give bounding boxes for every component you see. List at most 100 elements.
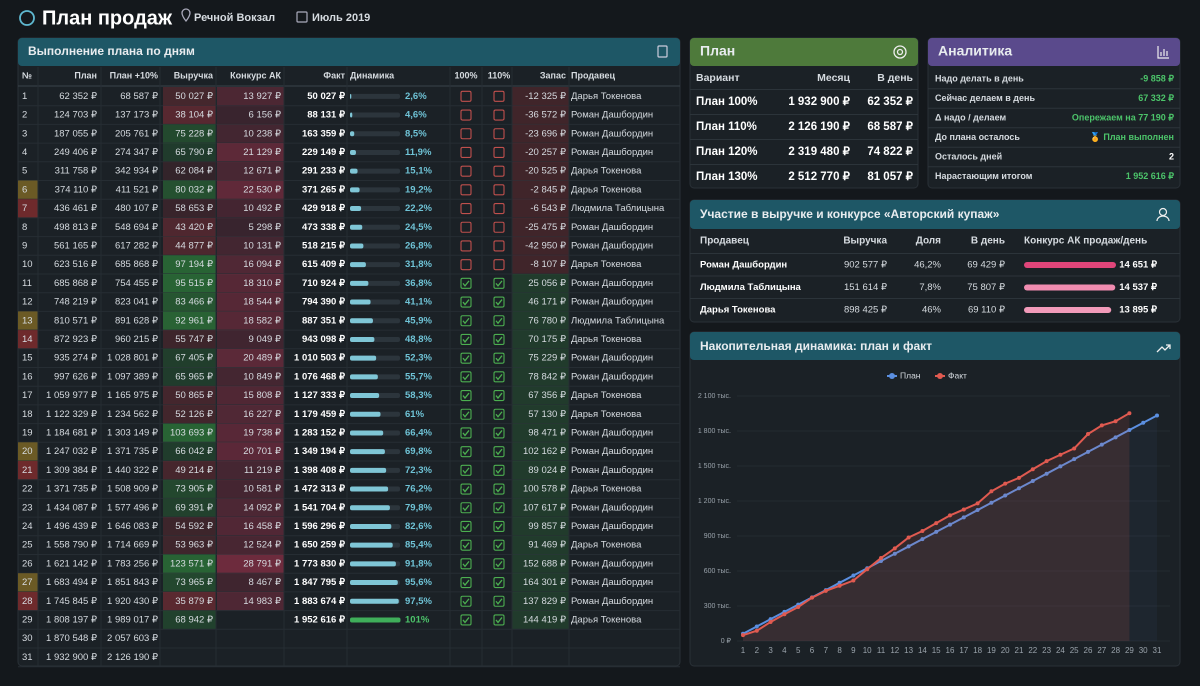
point <box>1044 471 1049 476</box>
plans-column: Месяц <box>817 72 850 84</box>
progress-label: 61% <box>405 409 425 420</box>
checkbox <box>460 389 472 402</box>
cell: 891 628 ₽ <box>115 315 159 326</box>
revenue-cell <box>163 87 216 106</box>
x-tick-label: 6 <box>810 646 815 655</box>
progress-bar <box>350 486 389 492</box>
checkbox <box>493 539 505 551</box>
x-tick-label: 25 <box>1070 646 1079 655</box>
cell: 95 515 ₽ <box>175 278 214 289</box>
plans-cell: 1 932 900 ₽ <box>788 96 850 108</box>
contest-cell <box>217 180 284 200</box>
reserve-cell <box>512 461 569 480</box>
contest-cell <box>217 423 284 443</box>
cell: 21 <box>22 465 33 476</box>
contest-value: 14 651 ₽ <box>1119 260 1158 271</box>
checkbox <box>493 333 505 346</box>
cell: 62 084 ₽ <box>175 166 214 177</box>
checkbox <box>493 315 505 327</box>
participation-cell: Людмила Таблицына <box>700 282 802 293</box>
cell: 9 049 ₽ <box>249 334 282 345</box>
progress-label: 19,2% <box>405 184 432 195</box>
checkbox <box>460 90 472 102</box>
cell: 1 398 408 ₽ <box>294 465 346 476</box>
progress-bar <box>350 168 358 174</box>
point <box>782 612 787 617</box>
checkbox <box>460 520 472 533</box>
cell: 810 571 ₽ <box>54 315 98 326</box>
cell: -23 696 ₽ <box>525 128 567 139</box>
analytics-label: Нарастающим итогом <box>935 171 1033 181</box>
cell: 1 932 900 ₽ <box>46 652 98 663</box>
checkbox <box>460 427 472 439</box>
x-tick-label: 31 <box>1153 646 1162 655</box>
checkbox <box>493 595 505 607</box>
cell: Роман Дашбордин <box>571 502 653 513</box>
reserve-cell <box>512 367 569 387</box>
cell: -25 475 ₽ <box>525 222 567 233</box>
checkbox <box>460 539 472 551</box>
cell: 1 920 430 ₽ <box>107 596 159 607</box>
cell: 18 544 ₽ <box>243 297 282 308</box>
point <box>823 588 828 593</box>
cell: 92 961 ₽ <box>175 315 214 326</box>
contest-cell <box>217 311 284 331</box>
cell: 187 055 ₽ <box>54 128 98 139</box>
weekend-cell <box>18 311 38 331</box>
cell: Роман Дашбордин <box>571 558 653 569</box>
plans-column: Вариант <box>696 72 740 84</box>
column-header: План +10% <box>110 70 158 80</box>
plans-cell: 2 126 190 ₽ <box>788 121 850 133</box>
cell: 1 783 256 ₽ <box>107 558 159 569</box>
reserve-cell <box>512 386 569 405</box>
cell: Дарья Токенова <box>571 484 642 495</box>
checkbox <box>493 614 505 626</box>
checkbox <box>460 165 472 177</box>
cell: 2 057 603 ₽ <box>107 633 159 644</box>
cell: 10 238 ₽ <box>243 128 282 139</box>
cell: 52 126 ₽ <box>175 409 214 420</box>
contest-cell <box>217 461 284 480</box>
x-tick-label: 13 <box>904 646 913 655</box>
chart-title: Накопительная динамика: план и факт <box>700 339 932 353</box>
analytics-label: Сейчас делаем в день <box>935 93 1035 103</box>
checkmark <box>462 280 470 287</box>
cell: 27 <box>22 577 33 588</box>
revenue-cell <box>163 255 216 274</box>
cell: Людмила Таблицына <box>571 315 665 326</box>
weekend-cell <box>18 442 38 461</box>
analytics-label: Надо делать в день <box>935 73 1024 83</box>
x-tick-label: 10 <box>863 646 872 655</box>
plans-column: В день <box>877 72 913 84</box>
cell: 4 <box>22 147 27 158</box>
column-header: Динамика <box>350 70 395 80</box>
cell: 1 847 795 ₽ <box>294 577 346 588</box>
progress-bar <box>350 393 380 399</box>
point <box>920 528 925 533</box>
progress-bar <box>350 430 384 436</box>
cell: 12 <box>22 297 33 308</box>
x-tick-label: 7 <box>824 646 829 655</box>
contest-cell <box>217 236 284 256</box>
participation-cell: Дарья Токенова <box>700 305 776 316</box>
cell: 1 541 704 ₽ <box>294 502 346 513</box>
cell: 10 492 ₽ <box>243 203 282 214</box>
cell: 1 127 333 ₽ <box>294 390 346 401</box>
progress-label: 11,9% <box>405 147 432 158</box>
contest-cell <box>217 348 284 368</box>
cell: 1 247 032 ₽ <box>46 446 98 457</box>
analytics-label: До плана осталось <box>935 132 1020 142</box>
cell: Роман Дашбордин <box>571 596 653 607</box>
progress-label: 91,8% <box>405 558 432 569</box>
progress-bar <box>350 280 369 286</box>
column-header: 110% <box>488 70 511 80</box>
checkmark <box>495 280 503 287</box>
cell: Роман Дашбордин <box>571 297 653 308</box>
checkmark <box>495 486 503 493</box>
checkbox <box>493 408 505 420</box>
point <box>1086 432 1090 437</box>
cell: 98 471 ₽ <box>528 427 567 438</box>
y-tick-label: 1 800 тыс. <box>698 428 731 435</box>
weekend-cell <box>18 180 38 200</box>
cell: 78 842 ₽ <box>528 371 567 382</box>
